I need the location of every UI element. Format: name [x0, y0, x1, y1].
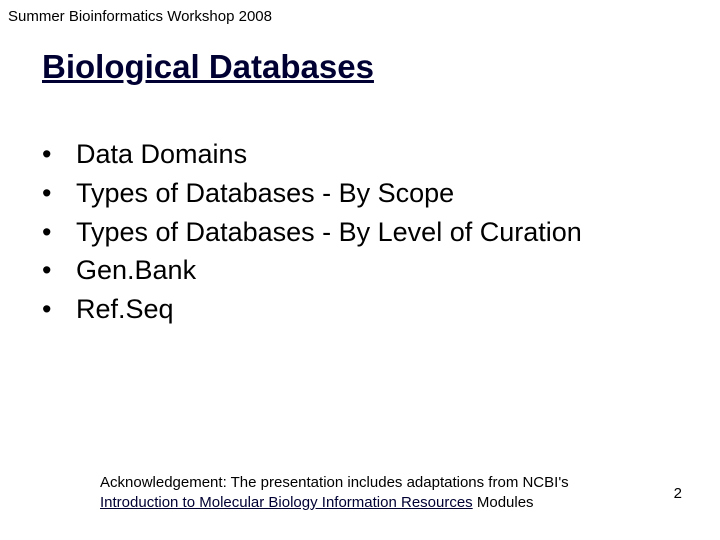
ack-prefix: Acknowledgement: The presentation includ… [100, 474, 569, 491]
bullet-marker: • [42, 177, 76, 211]
bullet-marker: • [42, 138, 76, 172]
page-number: 2 [674, 485, 682, 502]
bullet-marker: • [42, 216, 76, 250]
ack-suffix: Modules [473, 494, 534, 511]
list-item: • Types of Databases - By Scope [42, 177, 582, 211]
list-item: • Ref.Seq [42, 293, 582, 327]
bullet-text: Types of Databases - By Level of Curatio… [76, 216, 582, 250]
bullet-marker: • [42, 254, 76, 288]
acknowledgement: Acknowledgement: The presentation includ… [100, 473, 620, 512]
bullet-text: Types of Databases - By Scope [76, 177, 454, 211]
bullet-text: Ref.Seq [76, 293, 174, 327]
bullet-marker: • [42, 293, 76, 327]
ack-link[interactable]: Introduction to Molecular Biology Inform… [100, 494, 473, 511]
slide-title: Biological Databases [42, 48, 374, 86]
list-item: • Data Domains [42, 138, 582, 172]
slide-header: Summer Bioinformatics Workshop 2008 [8, 8, 272, 25]
bullet-text: Gen.Bank [76, 254, 196, 288]
list-item: • Types of Databases - By Level of Curat… [42, 216, 582, 250]
list-item: • Gen.Bank [42, 254, 582, 288]
bullet-list: • Data Domains • Types of Databases - By… [42, 138, 582, 332]
bullet-text: Data Domains [76, 138, 247, 172]
